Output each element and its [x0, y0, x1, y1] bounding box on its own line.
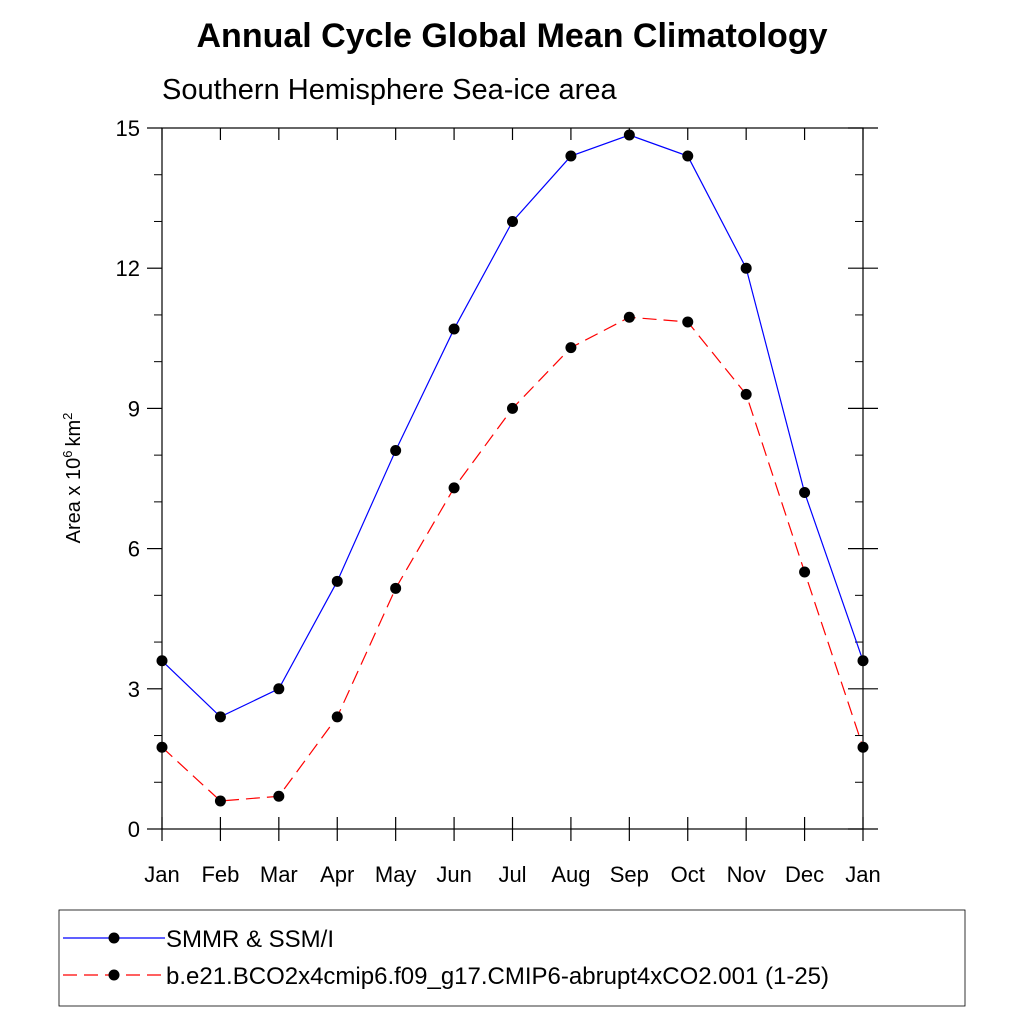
data-point — [390, 444, 402, 456]
data-point — [740, 388, 752, 400]
data-point — [565, 342, 577, 354]
data-point — [273, 683, 285, 695]
x-axis-tick-labels: Jan Feb Mar Apr May Jun Jul Aug Sep Oct Nov Dec Jan — [144, 862, 880, 887]
legend-box — [58, 909, 966, 1007]
y-tick-label: 6 — [128, 537, 140, 562]
data-point — [565, 150, 577, 162]
series-1 — [156, 129, 869, 723]
legend-marker — [108, 932, 120, 944]
series-2 — [156, 311, 869, 807]
series-line — [161, 316, 864, 802]
legend: SMMR & SSM/I b.e21.BCO2x4cmip6.f09_g17.CM… — [63, 926, 829, 990]
x-tick-label: Oct — [671, 862, 705, 887]
x-tick-label: Jul — [498, 862, 526, 887]
x-tick-label: Dec — [785, 862, 824, 887]
x-tick-label: Jun — [436, 862, 471, 887]
x-tick-label: Jan — [845, 862, 880, 887]
x-tick-label: Apr — [320, 862, 354, 887]
x-tick-label: Aug — [551, 862, 590, 887]
y-axis-tick-labels: 0 3 6 9 12 15 — [116, 116, 140, 842]
axis-ticks — [147, 127, 878, 841]
y-tick-label: 0 — [128, 817, 140, 842]
data-point — [799, 566, 811, 578]
data-point — [799, 487, 811, 499]
y-axis-label-exponent: 6 — [60, 451, 75, 458]
legend-label: b.e21.BCO2x4cmip6.f09_g17.CMIP6-abrupt4x… — [166, 963, 829, 990]
data-point — [857, 741, 869, 753]
data-point — [507, 215, 518, 227]
data-point — [682, 316, 694, 328]
x-tick-label: Nov — [727, 862, 766, 887]
data-point — [273, 790, 285, 802]
data-point — [156, 741, 168, 753]
data-point — [507, 402, 518, 414]
data-point — [740, 262, 752, 274]
x-tick-label: May — [375, 862, 417, 887]
data-point — [448, 323, 460, 335]
x-tick-label: Feb — [201, 862, 239, 887]
series-layer — [156, 129, 869, 807]
x-tick-label: Sep — [610, 862, 649, 887]
y-tick-label: 15 — [116, 116, 140, 141]
x-tick-label: Jan — [144, 862, 179, 887]
data-point — [623, 311, 635, 323]
data-point — [857, 655, 869, 667]
y-axis-label-unit-exponent: 2 — [60, 413, 75, 420]
data-point — [390, 582, 402, 594]
data-point — [214, 711, 226, 723]
legend-entry-2: b.e21.BCO2x4cmip6.f09_g17.CMIP6-abrupt4x… — [63, 963, 829, 990]
data-point — [331, 575, 343, 587]
chart-title: Annual Cycle Global Mean Climatology — [197, 17, 828, 55]
y-tick-label: 9 — [128, 396, 140, 421]
legend-label: SMMR & SSM/I — [166, 926, 334, 953]
chart-subtitle: Southern Hemisphere Sea-ice area — [162, 74, 617, 106]
data-point — [623, 129, 635, 141]
plot-frame — [161, 127, 864, 830]
data-point — [682, 150, 694, 162]
y-axis-label-unit: km — [63, 420, 85, 447]
legend-entry-1: SMMR & SSM/I — [63, 926, 334, 953]
x-tick-label: Mar — [260, 862, 298, 887]
y-axis-label-text: Area x 10 — [63, 458, 85, 544]
data-point — [331, 711, 343, 723]
data-point — [448, 482, 460, 494]
data-point — [214, 795, 226, 807]
y-tick-label: 3 — [128, 677, 140, 702]
y-tick-label: 12 — [116, 256, 140, 281]
data-point — [156, 655, 168, 667]
legend-marker — [108, 969, 120, 981]
y-axis-label: Area x 106 km2 — [60, 413, 85, 544]
